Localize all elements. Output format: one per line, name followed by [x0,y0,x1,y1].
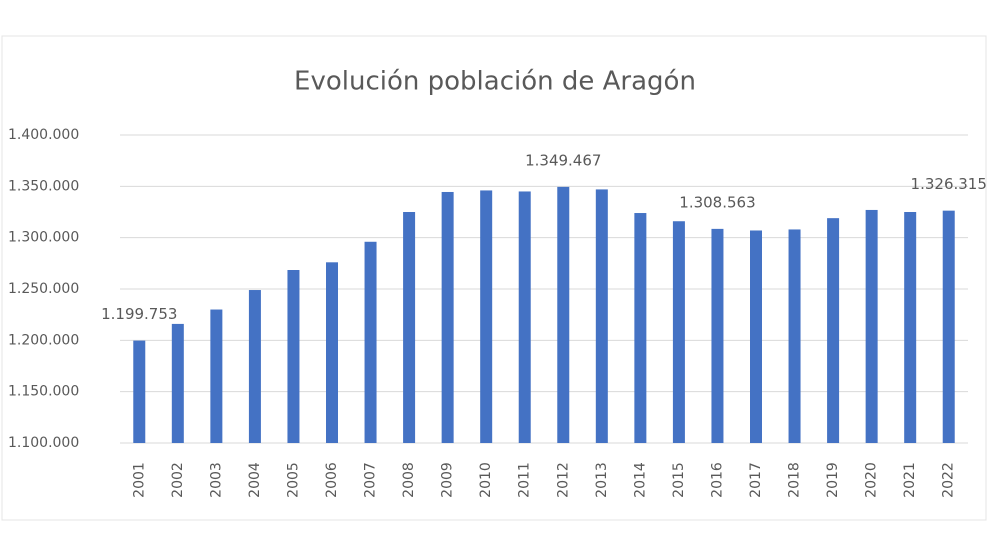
y-tick-label: 1.150.000 [8,384,79,400]
data-label: 1.349.467 [525,151,601,169]
chart-title: Evolución población de Aragón [294,67,696,97]
bar [441,191,454,443]
x-tick-label: 2012 [555,462,571,498]
y-tick-label: 1.300.000 [8,230,79,246]
bar [711,228,724,443]
bar [326,262,338,443]
y-tick-label: 1.200.000 [8,332,79,348]
x-tick-label: 2011 [517,462,533,498]
x-tick-label: 2019 [825,462,841,498]
bar [942,210,955,443]
y-tick-label: 1.250.000 [8,281,79,297]
x-tick-label: 2014 [632,462,648,498]
chart-frame [1,35,987,521]
x-tick-label: 2017 [748,462,764,498]
x-tick-label: 2009 [440,462,456,498]
x-tick-label: 2003 [208,462,224,498]
bar [287,270,300,443]
bar [904,212,917,443]
bar [171,323,184,443]
bar [865,209,878,443]
x-tick-label: 2002 [170,462,186,498]
y-tick-label: 1.100.000 [8,435,79,451]
bar [133,340,146,443]
x-tick-label: 2005 [285,462,301,498]
x-tick-label: 2013 [594,462,610,498]
x-tick-label: 2007 [363,462,379,498]
data-label: 1.326.315 [911,175,987,193]
x-tick-label: 2008 [401,462,417,498]
x-tick-label: 2022 [941,462,957,498]
bar [403,212,416,443]
bar [480,190,493,443]
bar [210,309,223,443]
bar [248,290,261,443]
bar [672,221,685,443]
x-tick-label: 2018 [787,462,803,498]
x-tick-label: 2010 [478,462,494,498]
bar [595,189,608,443]
x-tick-label: 2021 [902,462,918,498]
data-label: 1.199.753 [101,305,177,323]
data-label: 1.308.563 [679,193,755,211]
x-tick-label: 2001 [131,462,147,498]
y-tick-label: 1.350.000 [8,178,79,194]
bar [750,230,762,443]
y-tick-label: 1.400.000 [8,127,79,143]
x-tick-label: 2016 [709,462,725,498]
x-tick-label: 2015 [671,462,687,498]
bar [788,229,801,443]
bar [827,218,840,443]
bar [557,186,570,443]
x-tick-label: 2004 [247,462,263,498]
bar [518,191,531,443]
x-tick-label: 2020 [864,462,880,498]
x-tick-label: 2006 [324,462,340,498]
bar [364,241,377,443]
bar [634,213,647,443]
